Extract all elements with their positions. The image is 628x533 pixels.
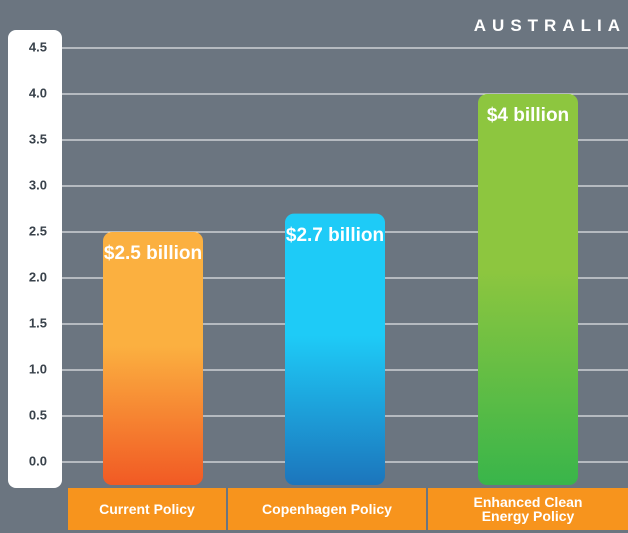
- x-tick-label: Enhanced Clean Energy Policy: [428, 488, 628, 530]
- y-tick-label: 4.0: [29, 85, 47, 100]
- y-tick-label: 3.0: [29, 177, 47, 192]
- value-label: $4 billion: [486, 105, 570, 126]
- y-tick-label: 0.0: [29, 453, 47, 468]
- y-tick-label: 2.0: [29, 269, 47, 284]
- bar: [103, 232, 203, 485]
- bar: [285, 213, 385, 485]
- chart-title: AUSTRALIA: [473, 16, 626, 35]
- y-tick-label: 2.5: [29, 223, 47, 238]
- y-tick-label: 4.5: [29, 39, 47, 54]
- x-tick-label: Current Policy: [68, 488, 226, 530]
- value-label: $2.7 billion: [285, 224, 385, 246]
- value-label: $2.5 billion: [103, 243, 203, 264]
- axis-panel: [8, 30, 62, 488]
- x-tick-label: Copenhagen Policy: [228, 488, 426, 530]
- y-tick-label: 0.5: [29, 407, 47, 422]
- y-tick-label: 1.5: [29, 315, 47, 330]
- y-tick-label: 1.0: [29, 361, 47, 376]
- bar: [478, 94, 578, 485]
- y-tick-label: 3.5: [29, 131, 47, 146]
